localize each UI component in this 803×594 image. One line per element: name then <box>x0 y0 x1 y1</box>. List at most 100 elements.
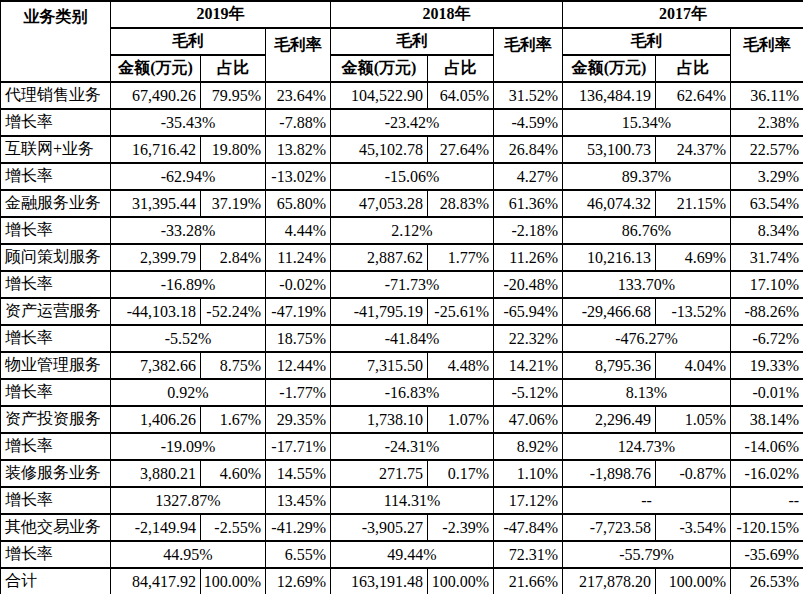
row-label: 增长率 <box>1 109 111 136</box>
margin-growth-cell: -5.12% <box>494 379 563 406</box>
margin-cell: 13.82% <box>266 136 331 163</box>
amount-cell: 217,878.20 <box>563 568 656 594</box>
header-row-subcolumns: 金额(万元) 占比 金额(万元) 占比 金额(万元) 占比 <box>1 55 803 82</box>
share-cell: 100.00% <box>201 568 266 594</box>
amount-cell: 45,102.78 <box>331 136 428 163</box>
amount-cell: 163,191.48 <box>331 568 428 594</box>
row-label: 增长率 <box>1 541 111 568</box>
share-cell: 4.69% <box>656 244 731 271</box>
gross-profit-table: 业务类别 2019年 2018年 2017年 毛利 毛利率 毛利 毛利率 毛利 … <box>0 0 803 594</box>
share-cell: 4.04% <box>656 352 731 379</box>
growth-rate-row: 增长率-19.09%-17.71%-24.31%8.92%124.73%-14.… <box>1 433 803 460</box>
margin-cell: 23.64% <box>266 82 331 109</box>
growth-value-cell: 2.12% <box>331 217 494 244</box>
share-header-2019: 占比 <box>201 55 266 82</box>
amount-cell: 67,490.26 <box>111 82 201 109</box>
share-cell: 8.75% <box>201 352 266 379</box>
margin-cell: 12.44% <box>266 352 331 379</box>
business-row: 装修服务业务3,880.214.60%14.55%271.750.17%1.10… <box>1 460 803 487</box>
share-cell: 4.48% <box>428 352 494 379</box>
gross-margin-header-2017: 毛利率 <box>731 28 803 82</box>
row-label: 合计 <box>1 568 111 594</box>
year-header-2019: 2019年 <box>111 1 331 28</box>
margin-growth-cell: -0.01% <box>731 379 803 406</box>
amount-cell: 46,074.32 <box>563 190 656 217</box>
growth-rate-row: 增长率-35.43%-7.88%-23.42%-4.59%15.34%2.38% <box>1 109 803 136</box>
share-cell: 1.07% <box>428 406 494 433</box>
margin-cell: 22.57% <box>731 136 803 163</box>
business-row: 物业管理服务7,382.668.75%12.44%7,315.504.48%14… <box>1 352 803 379</box>
share-cell: 24.37% <box>656 136 731 163</box>
margin-cell: 1.10% <box>494 460 563 487</box>
margin-growth-cell: 2.38% <box>731 109 803 136</box>
table-body: 代理销售业务67,490.2679.95%23.64%104,522.9064.… <box>1 82 803 594</box>
margin-cell: 11.24% <box>266 244 331 271</box>
row-label: 增长率 <box>1 163 111 190</box>
gross-profit-header-2018: 毛利 <box>331 28 494 55</box>
share-cell: 27.64% <box>428 136 494 163</box>
gross-profit-header-2019: 毛利 <box>111 28 266 55</box>
share-cell: 100.00% <box>428 568 494 594</box>
header-row-groups: 毛利 毛利率 毛利 毛利率 毛利 毛利率 <box>1 28 803 55</box>
margin-growth-cell: 18.75% <box>266 325 331 352</box>
margin-growth-cell: 17.12% <box>494 487 563 514</box>
row-label: 物业管理服务 <box>1 352 111 379</box>
share-cell: 0.17% <box>428 460 494 487</box>
margin-growth-cell: -6.72% <box>731 325 803 352</box>
growth-value-cell: -71.73% <box>331 271 494 298</box>
share-cell: 1.77% <box>428 244 494 271</box>
row-label: 增长率 <box>1 433 111 460</box>
margin-growth-cell: -14.06% <box>731 433 803 460</box>
share-cell: -52.24% <box>201 298 266 325</box>
row-label: 互联网+业务 <box>1 136 111 163</box>
page: 业务类别 2019年 2018年 2017年 毛利 毛利率 毛利 毛利率 毛利 … <box>0 0 803 594</box>
amount-cell: 136,484.19 <box>563 82 656 109</box>
margin-growth-cell: 4.44% <box>266 217 331 244</box>
growth-value-cell: -41.84% <box>331 325 494 352</box>
share-header-2018: 占比 <box>428 55 494 82</box>
growth-value-cell: -55.79% <box>563 541 731 568</box>
share-cell: -0.87% <box>656 460 731 487</box>
margin-growth-cell: 8.92% <box>494 433 563 460</box>
margin-growth-cell: 6.55% <box>266 541 331 568</box>
share-cell: 1.05% <box>656 406 731 433</box>
margin-cell: 31.52% <box>494 82 563 109</box>
growth-value-cell: -476.27% <box>563 325 731 352</box>
growth-value-cell: -19.09% <box>111 433 266 460</box>
business-category-header: 业务类别 <box>1 1 111 82</box>
amount-cell: -41,795.19 <box>331 298 428 325</box>
growth-value-cell: 49.44% <box>331 541 494 568</box>
amount-cell: 7,315.50 <box>331 352 428 379</box>
amount-header-2017: 金额(万元) <box>563 55 656 82</box>
amount-cell: 84,417.92 <box>111 568 201 594</box>
amount-cell: -29,466.68 <box>563 298 656 325</box>
amount-cell: 2,887.62 <box>331 244 428 271</box>
amount-cell: 16,716.42 <box>111 136 201 163</box>
margin-cell: 47.06% <box>494 406 563 433</box>
share-cell: 1.67% <box>201 406 266 433</box>
amount-cell: -3,905.27 <box>331 514 428 541</box>
margin-growth-cell: -4.59% <box>494 109 563 136</box>
margin-cell: 11.26% <box>494 244 563 271</box>
share-cell: 4.60% <box>201 460 266 487</box>
margin-growth-cell: 72.31% <box>494 541 563 568</box>
margin-cell: 61.36% <box>494 190 563 217</box>
growth-rate-row: 增长率-5.52%18.75%-41.84%22.32%-476.27%-6.7… <box>1 325 803 352</box>
row-label: 装修服务业务 <box>1 460 111 487</box>
amount-header-2019: 金额(万元) <box>111 55 201 82</box>
year-header-2017: 2017年 <box>563 1 803 28</box>
margin-growth-cell: -1.77% <box>266 379 331 406</box>
share-header-2017: 占比 <box>656 55 731 82</box>
growth-value-cell: 8.13% <box>563 379 731 406</box>
growth-rate-row: 增长率-62.94%-13.02%-15.06%4.27%89.37%3.29% <box>1 163 803 190</box>
share-cell: 28.83% <box>428 190 494 217</box>
margin-growth-cell: -0.02% <box>266 271 331 298</box>
margin-cell: 31.74% <box>731 244 803 271</box>
margin-cell: 26.84% <box>494 136 563 163</box>
margin-growth-cell: -- <box>731 487 803 514</box>
share-cell: -13.52% <box>656 298 731 325</box>
share-cell: -2.55% <box>201 514 266 541</box>
amount-cell: 104,522.90 <box>331 82 428 109</box>
business-row: 代理销售业务67,490.2679.95%23.64%104,522.9064.… <box>1 82 803 109</box>
amount-cell: 3,880.21 <box>111 460 201 487</box>
